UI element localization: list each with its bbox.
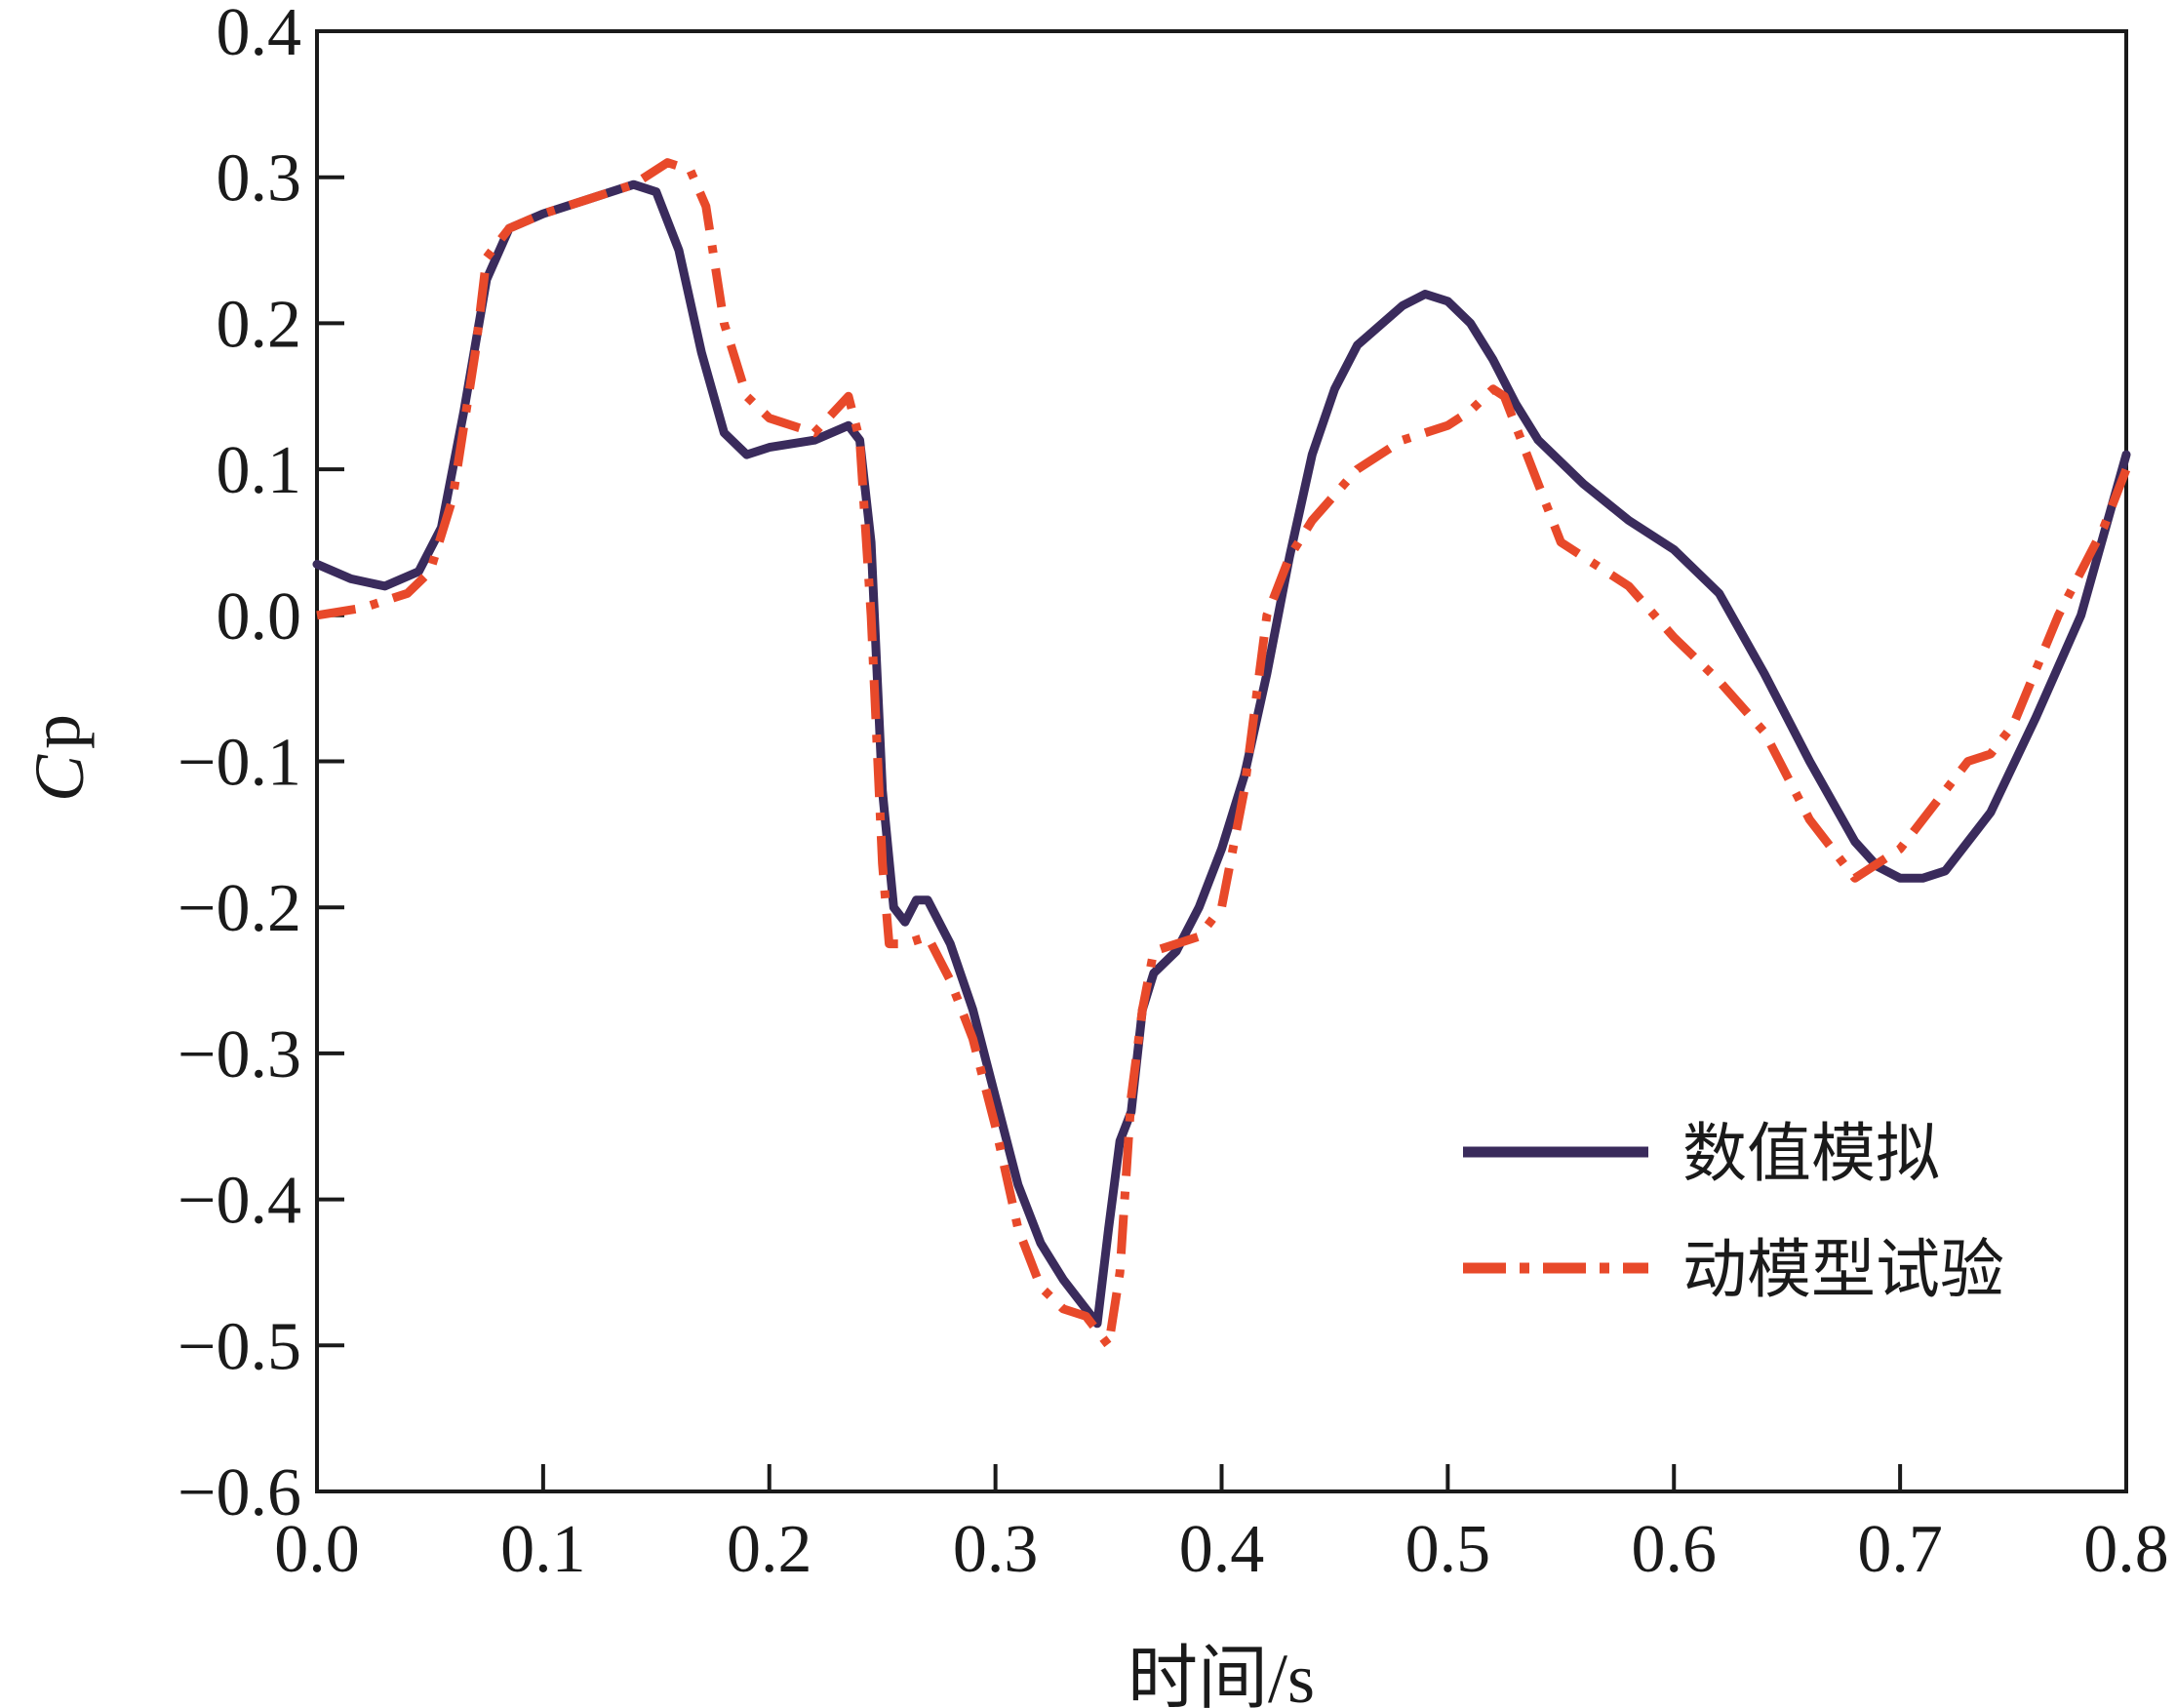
y-tick-label: 0.4	[217, 0, 302, 70]
x-tick-label: 0.2	[727, 1512, 812, 1587]
x-tick-label: 0.7	[1857, 1512, 1943, 1587]
series-line-numerical	[312, 179, 2131, 1329]
x-tick-label: 0.5	[1405, 1512, 1491, 1587]
legend-label-numerical: 数值模拟	[1682, 1116, 1940, 1191]
series-layer	[312, 158, 2131, 1350]
y-tick-label: 0.3	[217, 141, 302, 217]
x-tick-label: 0.8	[2083, 1512, 2169, 1587]
y-axis-ticks: 0.4 0.3 0.2 0.1 0.0 −0.1 −0.2 −0.3 −0.4 −0.5 −0.6	[178, 0, 344, 1530]
series-line-experiment	[316, 158, 2131, 1350]
y-axis-title: C p	[17, 714, 99, 802]
y-tick-label: −0.5	[178, 1309, 301, 1384]
y-tick-label: −0.3	[178, 1017, 301, 1092]
y-axis-title-sub: p	[17, 714, 95, 749]
y-tick-label: 0.2	[217, 287, 302, 362]
x-tick-label: 0.4	[1179, 1512, 1265, 1587]
y-tick-label: −0.6	[178, 1455, 301, 1530]
x-axis-ticks: 0.0 0.1 0.2 0.3 0.4 0.5 0.6 0.7 0.8	[274, 1464, 2169, 1587]
y-tick-label: −0.1	[178, 726, 301, 801]
y-tick-label: −0.4	[178, 1164, 301, 1239]
x-tick-label: 0.3	[953, 1512, 1039, 1587]
x-tick-label: 0.1	[500, 1512, 586, 1587]
x-tick-label: 0.0	[274, 1512, 360, 1587]
y-tick-label: −0.2	[178, 871, 301, 946]
y-tick-label: 0.1	[217, 433, 302, 508]
y-axis-title-main: C	[20, 754, 99, 802]
x-axis-title: 时间/s	[1128, 1640, 1315, 1708]
legend-label-experiment: 动模型试验	[1682, 1232, 2004, 1307]
x-tick-label: 0.6	[1632, 1512, 1718, 1587]
y-tick-label: 0.0	[217, 579, 302, 655]
legend: 数值模拟 动模型试验	[1463, 1116, 2004, 1307]
